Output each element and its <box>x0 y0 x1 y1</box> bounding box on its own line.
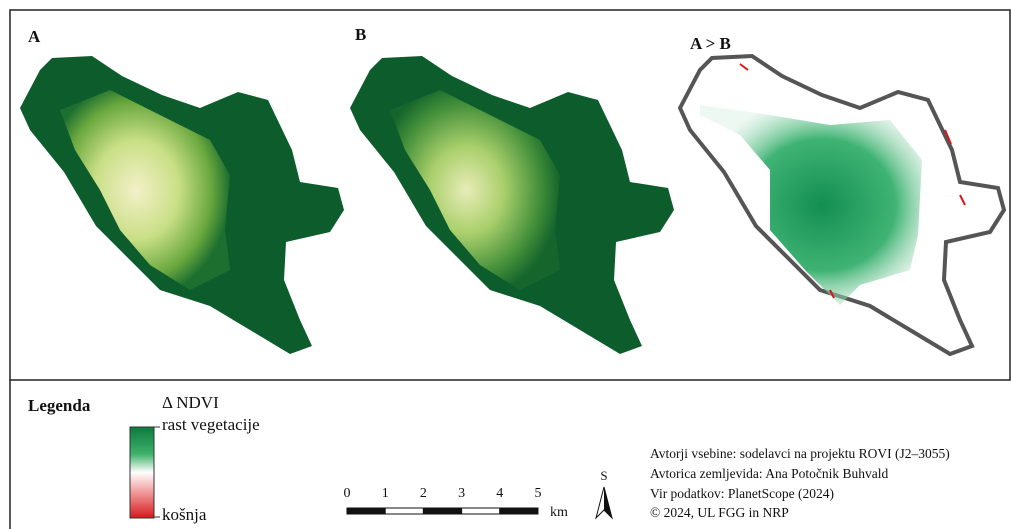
legend-variable: Δ NDVI <box>162 393 219 412</box>
legend-colorbar <box>130 427 154 518</box>
scale-tick-label: 1 <box>382 486 389 501</box>
map-figure: A B A > B Legenda Δ NDVI rast vegetacije… <box>0 0 1011 529</box>
panel-a <box>20 56 344 354</box>
scale-tick-label: 2 <box>420 486 427 501</box>
credit: Avtorica zemljevida: Ana Potočnik Buhval… <box>650 466 888 481</box>
north-label: S <box>600 468 607 483</box>
scale-segment <box>385 508 423 514</box>
legend-high: rast vegetacije <box>162 415 260 434</box>
panel-diff <box>680 56 1004 354</box>
scale-tick-label: 0 <box>344 486 351 501</box>
scale-unit: km <box>550 505 568 520</box>
panel-label: B <box>355 25 366 44</box>
panel-label: A <box>28 27 41 46</box>
credit: © 2024, UL FGG in NRP <box>650 505 789 520</box>
scale-segment <box>423 508 461 514</box>
scale-segment <box>500 508 538 514</box>
scale-segment <box>462 508 500 514</box>
scale-tick-label: 5 <box>535 486 542 501</box>
scale-bar: 0 1 2 3 4 5 <box>344 486 542 514</box>
scale-tick-label: 3 <box>458 486 465 501</box>
panel-label: A > B <box>690 34 731 53</box>
scale-segment <box>347 508 385 514</box>
panel-b <box>350 56 674 354</box>
credit: Avtorji vsebine: sodelavci na projektu R… <box>650 446 950 461</box>
scale-tick-label: 4 <box>496 486 503 501</box>
credit: Vir podatkov: PlanetScope (2024) <box>650 486 834 501</box>
legend-title: Legenda <box>28 396 91 415</box>
legend-low: košnja <box>162 505 207 524</box>
